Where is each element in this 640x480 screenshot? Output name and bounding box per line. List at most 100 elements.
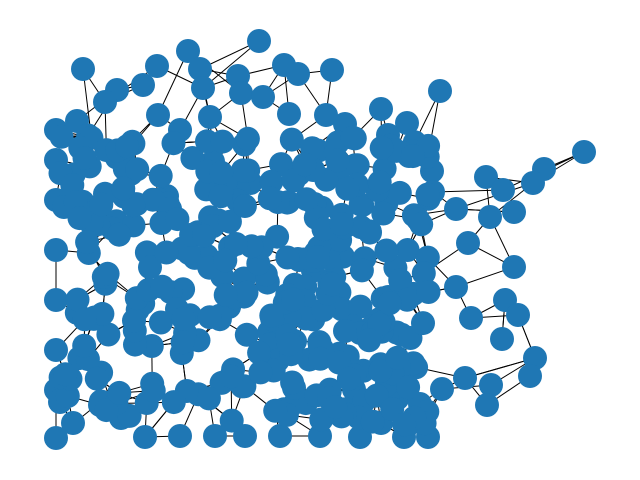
- graph-node: [148, 163, 173, 188]
- graph-node: [165, 207, 190, 232]
- graph-node: [49, 124, 74, 149]
- graph-node: [234, 280, 259, 305]
- graph-node: [96, 322, 121, 347]
- graph-node: [122, 308, 146, 333]
- graph-node: [44, 338, 68, 362]
- graph-node: [171, 306, 196, 331]
- graph-node: [170, 330, 195, 355]
- graph-node: [161, 390, 186, 415]
- graph-node: [146, 103, 170, 127]
- graph-node: [371, 201, 396, 226]
- graph-node: [360, 409, 385, 434]
- graph-node: [377, 291, 402, 316]
- graph-node: [161, 131, 186, 156]
- graph-node: [329, 212, 354, 236]
- graph-node: [323, 395, 348, 420]
- graph-node: [348, 294, 373, 319]
- graph-node: [61, 411, 85, 435]
- graph-node: [71, 57, 95, 81]
- graph-node: [232, 194, 257, 218]
- graph-node: [247, 340, 272, 365]
- graph-node: [53, 362, 78, 387]
- graph-node: [475, 393, 499, 417]
- graph-node: [357, 328, 382, 353]
- graph-node: [72, 307, 97, 332]
- graph-node: [133, 425, 157, 449]
- graph-node: [369, 135, 394, 160]
- graph-node: [197, 305, 222, 330]
- graph-node: [506, 303, 530, 327]
- graph-node: [145, 54, 169, 78]
- graph-node: [335, 176, 360, 201]
- graph-node: [75, 230, 100, 255]
- graph-node: [213, 283, 238, 307]
- graph-node: [474, 165, 498, 189]
- graph-node: [348, 192, 373, 217]
- graph-node: [395, 238, 420, 262]
- graph-node: [148, 310, 173, 335]
- graph-node: [176, 39, 200, 63]
- graph-node: [409, 212, 434, 237]
- graph-node: [44, 288, 68, 312]
- graph-node: [84, 366, 109, 391]
- graph-node: [234, 322, 259, 347]
- graph-node: [308, 346, 333, 371]
- graph-node: [213, 248, 238, 273]
- graph-node: [125, 157, 150, 182]
- graph-node: [333, 319, 357, 343]
- graph-node: [44, 426, 68, 450]
- graph-node: [314, 103, 338, 127]
- graph-node: [95, 261, 120, 286]
- graph-node: [115, 134, 140, 159]
- graph-node: [198, 105, 222, 129]
- graph-node: [93, 90, 117, 114]
- graph-node: [230, 158, 255, 183]
- graph-node: [286, 62, 310, 86]
- graph-node: [392, 412, 417, 437]
- graph-node: [396, 375, 421, 400]
- graph-node: [247, 29, 271, 53]
- graph-node: [411, 261, 436, 286]
- graph-node: [176, 241, 201, 265]
- graph-node: [416, 280, 441, 304]
- graph-node: [502, 200, 526, 224]
- graph-node: [319, 272, 344, 297]
- graph-node: [210, 129, 235, 154]
- graph-node: [107, 380, 132, 405]
- graph-node: [453, 366, 477, 390]
- graph-node: [294, 187, 319, 212]
- graph-node: [188, 57, 212, 81]
- graph-node: [523, 346, 547, 370]
- graph-node: [111, 176, 136, 201]
- graph-node: [444, 275, 468, 299]
- graph-node: [219, 364, 244, 389]
- graph-node: [400, 144, 425, 169]
- graph-node: [336, 366, 361, 391]
- graph-node: [385, 345, 410, 370]
- graph-node: [518, 364, 542, 388]
- graph-node: [67, 206, 92, 231]
- graph-node: [292, 152, 317, 177]
- graph-node: [251, 85, 275, 109]
- graph-node: [44, 238, 68, 262]
- graph-node: [276, 332, 301, 357]
- graph-node: [192, 223, 216, 248]
- graph-node: [72, 146, 97, 170]
- graph-node: [415, 182, 440, 207]
- graph-node: [281, 287, 306, 312]
- graph-node: [479, 373, 503, 397]
- graph-node: [279, 127, 304, 152]
- graph-node: [320, 58, 344, 82]
- graph-node: [208, 184, 233, 209]
- graph-node: [428, 79, 452, 103]
- graph-node: [478, 205, 502, 229]
- graph-node: [277, 102, 301, 126]
- graph-node: [358, 220, 382, 245]
- graph-node: [257, 186, 282, 211]
- graph-node: [235, 126, 260, 151]
- graph-node: [411, 311, 435, 336]
- graph-node: [269, 152, 294, 177]
- graph-node: [430, 377, 454, 401]
- graph-node: [275, 245, 300, 270]
- graph-node: [491, 178, 515, 202]
